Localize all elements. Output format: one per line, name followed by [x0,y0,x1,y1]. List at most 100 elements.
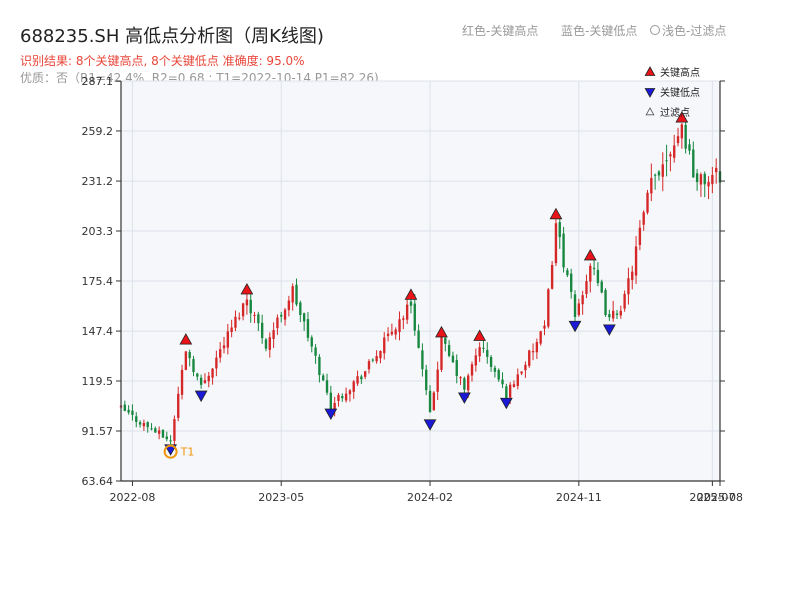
candle-body [215,357,218,369]
legend-label: 过滤点 [660,106,690,119]
candle-body [142,422,146,427]
candle-body [657,171,661,176]
candle-body [138,422,142,425]
candle-body [157,430,161,434]
candle-body [280,314,283,317]
candle-body [432,392,436,411]
candle-body [257,314,260,324]
candle-body [638,227,642,245]
candle-body [650,177,653,194]
key-low-marker [324,408,338,420]
y-tick-label: 203.3 [82,225,114,238]
candle-body [596,269,600,284]
candle-body [306,319,310,338]
candle-body [611,310,615,319]
candle-body [547,289,550,327]
candle-body [428,390,432,413]
candle-body [322,375,325,381]
candle-body [207,375,210,382]
key-high-marker [473,329,487,341]
candle-body [211,368,214,378]
candle-body [436,369,439,392]
candle-body [363,371,367,377]
x-tick-label: 2025-08 [697,491,743,504]
candle-body [222,345,226,349]
y-tick-label: 287.1 [82,75,114,88]
candle-body [467,375,470,391]
candle-body [287,300,291,311]
candle-body [245,299,249,306]
t1-label: T1 [180,446,195,459]
result-subtitle: 识别结果: 8个关键高点, 8个关键低点 准确度: 95.0% [20,54,305,68]
candle-body [375,356,378,362]
candle-body [688,144,691,151]
key-low-marker [602,324,616,336]
candle-body [348,390,352,395]
candle-body [234,316,237,328]
candle-body [383,337,386,354]
candle-body [268,337,271,350]
candle-body [570,273,573,292]
candle-body [226,331,230,348]
candle-body [528,350,531,366]
y-tick-label: 175.4 [82,275,114,288]
candle-body [665,160,668,162]
candle-body [421,350,424,370]
key-high-marker [583,248,597,261]
candle-body [402,318,405,320]
candle-body [566,270,569,276]
candle-body [619,310,622,316]
candle-body [715,167,718,173]
key-low-marker [457,392,471,404]
candle-body [707,181,710,187]
key-high-marker [179,333,193,345]
candle-body [539,331,542,344]
candle-body [352,381,355,392]
candle-body [249,299,252,314]
candle-body [451,355,455,363]
candle-body [302,313,306,322]
key-high-marker [435,325,448,338]
candle-body [394,329,397,335]
candle-body [131,410,134,415]
x-tick-label: 2024-11 [556,491,602,504]
candle-body [295,284,298,305]
candle-body [455,360,458,377]
candle-body [184,351,188,370]
candle-body [695,173,699,183]
candle-body [310,337,313,347]
key-high-marker [549,207,563,220]
t1-marker [163,444,178,459]
candle-body [318,356,321,376]
candle-body [512,384,516,388]
candle-body [543,325,546,329]
legend-label: 关键高点 [660,66,700,79]
candle-body [470,364,474,376]
candle-body [661,164,664,177]
legend-label: 关键低点 [660,86,700,99]
candle-body [146,422,149,428]
candles [119,120,722,446]
candle-body [344,393,348,401]
candle-body [463,378,466,390]
candle-body [711,174,714,185]
candle-body [260,322,264,339]
candle-body [646,192,649,213]
y-tick-label: 147.4 [82,325,114,338]
candle-body [550,264,554,289]
candle-body [325,380,329,393]
candle-body [161,429,165,438]
key-low-marker [499,397,513,410]
legend-marker [644,88,656,98]
page-title: 688235.SH 高低点分析图（周K线图) [20,26,324,47]
candle-body [577,303,581,316]
candle-body [386,333,390,337]
candle-body [379,351,382,359]
candle-body [299,302,302,315]
candle-body [417,330,420,348]
candle-body [493,367,497,372]
candle-body [360,376,363,380]
candle-body [524,364,527,371]
candle-body [478,347,481,357]
candle-body [673,145,676,158]
